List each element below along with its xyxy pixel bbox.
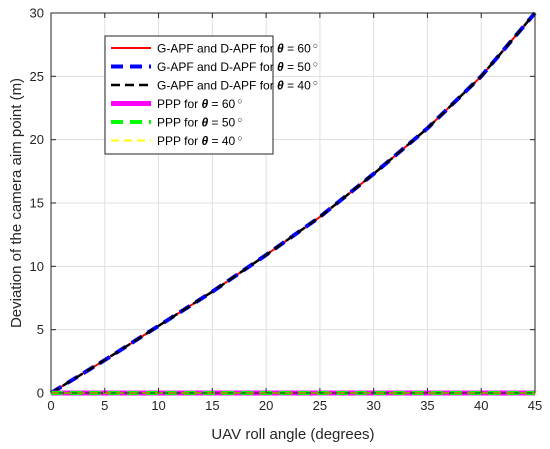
y-tick-label: 15 [30,196,44,211]
theta-symbol: θ [277,60,284,74]
legend-label-prefix: G-APF and D-APF for [157,79,277,93]
x-tick-label: 35 [420,398,434,413]
theta-symbol: θ [201,134,208,148]
y-tick-label: 25 [30,69,44,84]
x-tick-label: 20 [259,398,273,413]
legend-label-prefix: G-APF and D-APF for [157,42,277,56]
theta-value: 60 [297,42,311,56]
equals-sign: = [208,116,222,130]
legend-box [104,35,274,155]
ticks: 0 5 10 15 20 25 30 35 40 45 0 5 10 15 20 25 30 [30,6,543,414]
degree-symbol: ○ [237,133,242,143]
y-tick-label: 10 [30,259,44,274]
y-tick-label: 30 [30,6,44,21]
y-tick-label: 20 [30,132,44,147]
y-tick-label: 0 [37,386,44,401]
degree-symbol: ○ [313,59,318,69]
x-tick-label: 45 [528,398,542,413]
legend-label-3: G-APF and D-APF for θ = 40 ○ [157,78,318,93]
equals-sign: = [284,60,298,74]
y-axis-title: Deviation of the camera aim point (m) [8,78,25,328]
x-tick-label: 15 [205,398,219,413]
degree-symbol: ○ [237,96,242,106]
x-tick-label: 10 [151,398,165,413]
legend: G-APF and D-APF for θ = 60 ○G-APF and D-A… [104,35,318,155]
legend-label-6: PPP for θ = 40 ○ [157,133,243,148]
legend-label-2: G-APF and D-APF for θ = 50 ○ [157,59,318,74]
x-tick-label: 0 [47,398,54,413]
legend-label-1: G-APF and D-APF for θ = 60 ○ [157,41,318,56]
equals-sign: = [208,134,222,148]
equals-sign: = [284,79,298,93]
theta-value: 60 [222,97,236,111]
equals-sign: = [208,97,222,111]
x-axis-title: UAV roll angle (degrees) [211,426,374,443]
y-tick-label: 5 [37,322,44,337]
theta-value: 50 [297,60,311,74]
legend-label-5: PPP for θ = 50 ○ [157,115,243,130]
theta-symbol: θ [277,79,284,93]
theta-symbol: θ [201,116,208,130]
degree-symbol: ○ [313,78,318,88]
theta-value: 50 [222,116,236,130]
x-tick-label: 5 [101,398,108,413]
legend-label-prefix: PPP for [157,97,201,111]
theta-symbol: θ [277,42,284,56]
theta-value: 40 [222,134,236,148]
x-tick-label: 30 [366,398,380,413]
legend-label-prefix: PPP for [157,116,201,130]
legend-label-prefix: PPP for [157,134,201,148]
equals-sign: = [284,42,298,56]
theta-value: 40 [297,79,311,93]
x-tick-label: 25 [313,398,327,413]
series-line-3 [50,12,536,395]
legend-label-prefix: G-APF and D-APF for [157,60,277,74]
degree-symbol: ○ [237,115,242,125]
theta-symbol: θ [201,97,208,111]
degree-symbol: ○ [313,41,318,51]
legend-label-4: PPP for θ = 60 ○ [157,96,243,111]
x-tick-label: 40 [474,398,488,413]
